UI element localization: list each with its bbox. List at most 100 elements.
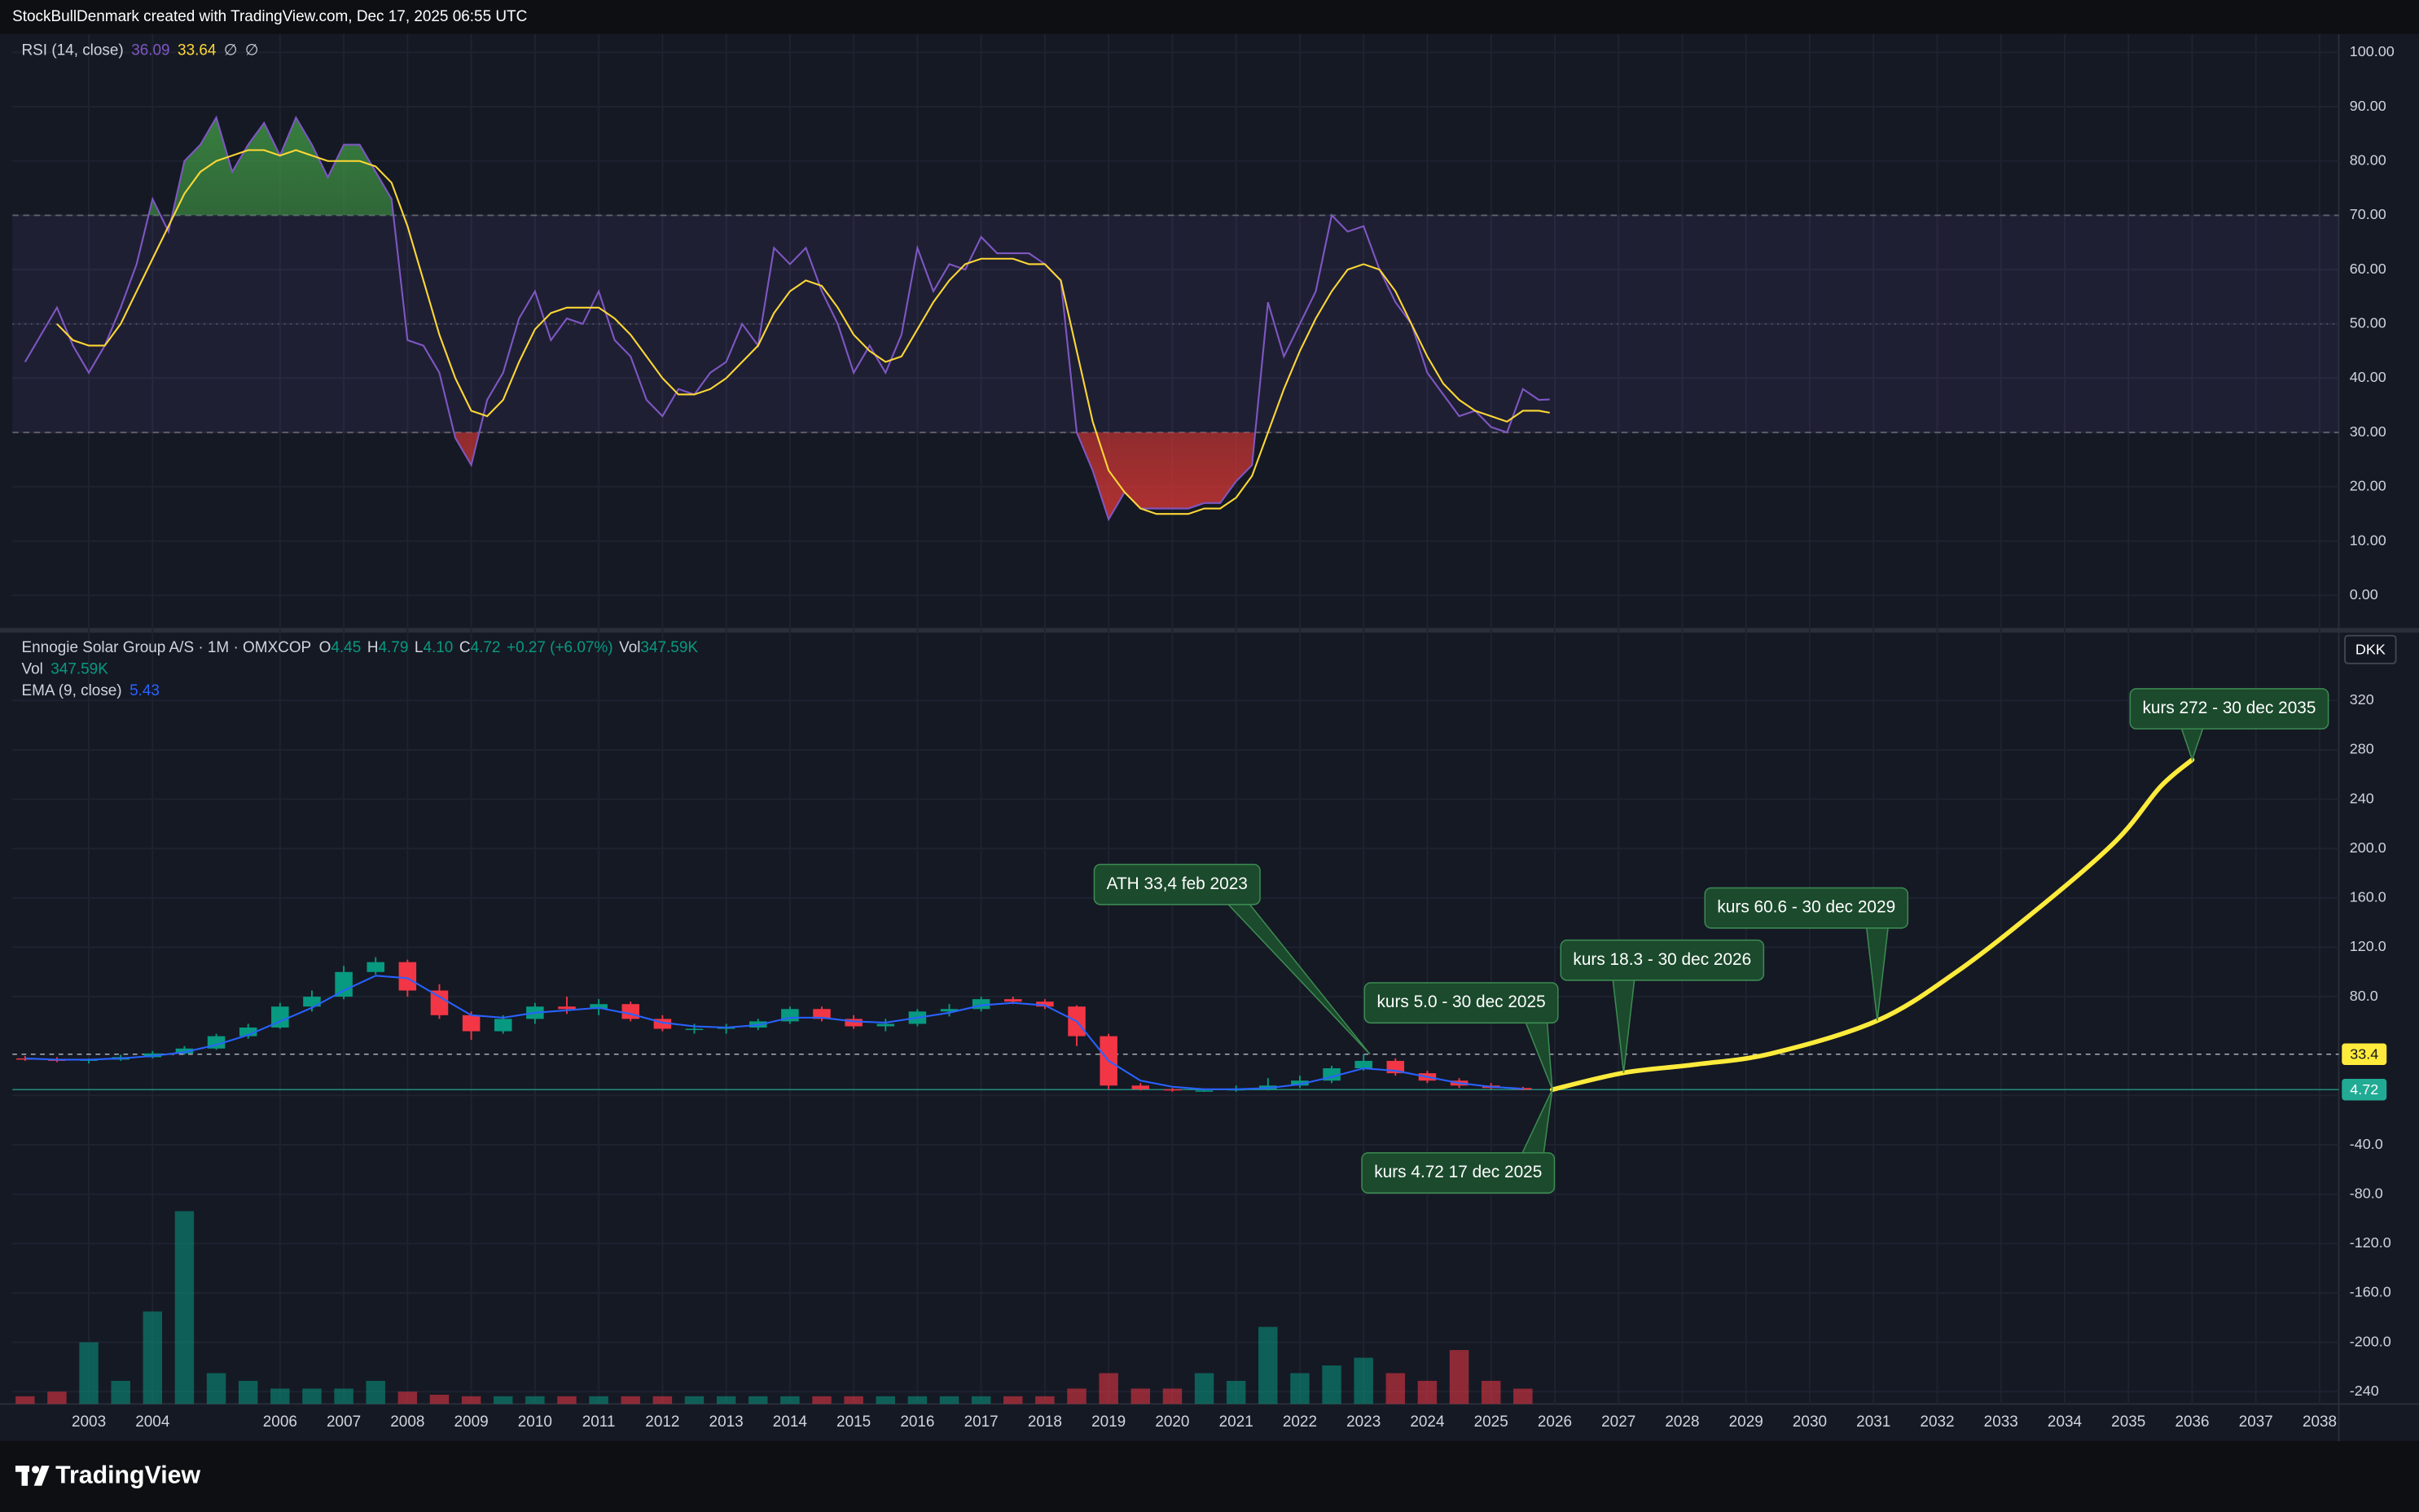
x-tick-label: 2006 <box>263 1413 297 1431</box>
annotation-box <box>1363 982 1559 1024</box>
candle-body <box>813 1009 831 1019</box>
x-tick-label: 2013 <box>709 1413 744 1431</box>
volume-bar <box>621 1396 640 1405</box>
x-tick-label: 2021 <box>1219 1413 1253 1431</box>
rsi-pane <box>12 115 2339 522</box>
x-tick-label: 2008 <box>390 1413 424 1431</box>
ohlc-label: H <box>367 639 379 656</box>
y-tick-label: -160.0 <box>2350 1284 2391 1300</box>
x-tick-label: 2019 <box>1091 1413 1126 1431</box>
rsi-ma-line <box>56 149 1550 515</box>
y-tick-label: 60.00 <box>2350 261 2386 277</box>
change: +0.27 (+6.07%) <box>507 639 613 656</box>
y-tick-label: 100.00 <box>2350 43 2395 59</box>
volume-bar <box>1099 1373 1118 1405</box>
ema-legend: EMA (9, close) 5.43 <box>22 682 160 699</box>
price-tag <box>2342 1078 2387 1101</box>
logo-icon <box>21 1466 29 1486</box>
y-tick-label: 80.0 <box>2350 988 2378 1004</box>
y-tick-label: 10.00 <box>2350 532 2386 548</box>
volume-bar <box>1290 1373 1310 1405</box>
annotation-text: kurs 5.0 - 30 dec 2025 <box>1376 993 1545 1011</box>
annotation: ATH 33,4 feb 2023 <box>1093 863 1371 1055</box>
candle-body <box>1163 1089 1182 1091</box>
volume-bar <box>397 1391 418 1405</box>
candle-body <box>303 997 321 1007</box>
x-tick-label: 2022 <box>1283 1413 1317 1431</box>
pane-separator <box>0 628 2419 633</box>
annotation-text: ATH 33,4 feb 2023 <box>1107 874 1248 893</box>
ohlc-label: O <box>319 639 331 656</box>
candle-body <box>335 971 353 997</box>
volume-bar <box>1162 1388 1183 1405</box>
projection-curve <box>1549 757 2195 1093</box>
volume-bar <box>1130 1388 1151 1405</box>
rsi-band <box>12 215 2339 433</box>
volume-bar <box>334 1388 353 1405</box>
y-tick-label: 20.00 <box>2350 478 2386 494</box>
y-tick-label: 280 <box>2350 741 2374 757</box>
volume-bar <box>1417 1380 1438 1405</box>
logo-text[interactable]: TradingView <box>55 1462 200 1488</box>
volume-bar <box>1513 1388 1533 1405</box>
y-tick-label: 0.00 <box>2350 586 2378 603</box>
y-tick-label: 80.00 <box>2350 151 2386 168</box>
annotation-text: kurs 60.6 - 30 dec 2029 <box>1717 898 1895 917</box>
x-tick-label: 2038 <box>2303 1413 2337 1431</box>
x-tick-label: 2018 <box>1028 1413 1062 1431</box>
candle-body <box>271 1006 289 1028</box>
annotation-box <box>1704 887 1909 929</box>
candle-body <box>175 1048 194 1054</box>
rsi-value: 36.09 <box>131 42 169 59</box>
x-tick-label: 2011 <box>582 1413 616 1431</box>
logo-icon <box>32 1466 40 1474</box>
ohlc-label: L <box>415 639 424 656</box>
x-tick-label: 2003 <box>72 1413 106 1431</box>
candle-body <box>1514 1088 1532 1090</box>
y-tick-label: 120.0 <box>2350 938 2386 954</box>
volume-bar <box>1003 1396 1023 1405</box>
candle-body <box>462 1015 481 1032</box>
y-tick-label: -80.0 <box>2350 1185 2383 1201</box>
volume-legend: Vol 347.59K <box>22 660 109 677</box>
annotation-text: kurs 18.3 - 30 dec 2026 <box>1573 950 1751 969</box>
volume-bar <box>844 1396 863 1405</box>
y-tick-label: -120.0 <box>2350 1234 2391 1251</box>
x-tick-label: 2004 <box>135 1413 169 1431</box>
volume-bar <box>1354 1357 1373 1405</box>
volume-bar <box>1035 1396 1055 1405</box>
x-tick-label: 2009 <box>454 1413 489 1431</box>
rsi-extra: ∅ <box>224 42 237 59</box>
x-tick-label: 2020 <box>1155 1413 1189 1431</box>
volume-bar <box>589 1396 608 1405</box>
rsi-ma-value: 33.64 <box>178 42 216 59</box>
annotation: kurs 60.6 - 30 dec 2029 <box>1704 887 1909 1021</box>
volume-bar <box>1194 1373 1214 1405</box>
annotation: kurs 4.72 17 dec 2025 <box>1361 1089 1556 1194</box>
candle-body <box>494 1019 512 1032</box>
ema-value: 5.43 <box>130 682 160 699</box>
volume-value: 347.59K <box>50 660 108 677</box>
candle-body <box>430 990 449 1015</box>
volume-bar <box>1258 1326 1278 1405</box>
currency[interactable]: DKK <box>2355 641 2386 657</box>
volume-bar <box>684 1396 705 1405</box>
volume-bar <box>1481 1380 1501 1405</box>
y-tick-label: -240 <box>2350 1383 2379 1399</box>
x-tick-label: 2029 <box>1729 1413 1763 1431</box>
candle-body <box>940 1009 959 1012</box>
currency-box[interactable] <box>2344 634 2397 664</box>
volume-bar <box>652 1396 673 1405</box>
candle-body <box>1131 1085 1150 1089</box>
volume-bar <box>780 1396 800 1405</box>
x-tick-label: 2037 <box>2239 1413 2273 1431</box>
x-tick-label: 2031 <box>1856 1413 1890 1431</box>
candle-body <box>1195 1090 1214 1092</box>
y-tick-label: 90.00 <box>2350 98 2386 114</box>
y-tick-label: 30.00 <box>2350 423 2386 440</box>
overbought-fill <box>24 117 1550 216</box>
footer: TradingView <box>15 1462 200 1488</box>
y-tick-label: -200.0 <box>2350 1333 2391 1349</box>
